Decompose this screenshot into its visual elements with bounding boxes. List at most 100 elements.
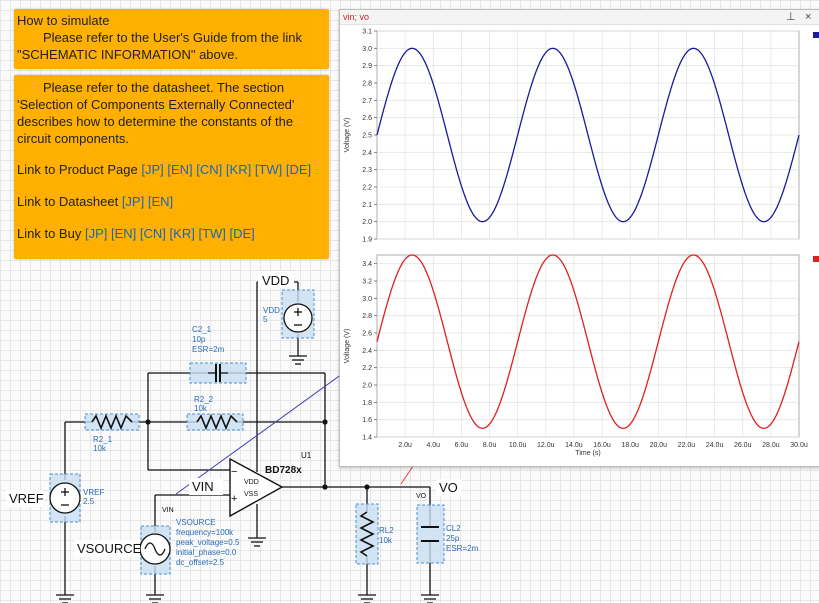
waveform-window[interactable]: vin; vo ⊥ × 1.9 2.0 2.1 2.2 2.3 2.4 2.5 2.6 2.7 2…: [339, 9, 819, 467]
ground-icon: [56, 594, 74, 603]
product-link[interactable]: [CN]: [196, 162, 223, 177]
vo-net-label[interactable]: VO: [439, 480, 458, 495]
x-tick-label: 8.0u: [483, 442, 497, 449]
y-tick-label: 2.0: [362, 219, 372, 226]
vdd-net-label-bg: [258, 271, 294, 288]
x-tick-label: 20.0u: [650, 442, 668, 449]
vsource-param: initial_phase=0.0: [176, 548, 237, 557]
u1-plus-sign: +: [231, 493, 237, 505]
plot-area[interactable]: [376, 254, 800, 438]
vsource-net-label-bg: [74, 540, 140, 557]
buy-link[interactable]: [TW]: [198, 226, 226, 241]
vsource-param: frequency=100k: [176, 528, 234, 537]
y-tick-label: 2.1: [362, 202, 372, 209]
product-link[interactable]: [EN]: [167, 162, 193, 177]
c2-box[interactable]: [189, 362, 247, 384]
note-body: Please refer to the User's Guide from th…: [17, 30, 302, 62]
junction-dot: [322, 419, 328, 425]
buy-link[interactable]: [EN]: [110, 226, 137, 241]
ground-icon: [248, 537, 266, 547]
x-tick-label: 18.0u: [621, 442, 639, 449]
x-tick-label: 16.0u: [593, 442, 611, 449]
product-label: Link to Product Page: [17, 162, 138, 177]
waveform-window-title: vin; vo: [343, 12, 370, 22]
buy-link[interactable]: [JP]: [84, 226, 108, 241]
buy-label: Link to Buy: [17, 226, 82, 241]
buy-links-row: Link to Buy [JP] [EN] [CN] [KR] [TW] [DE…: [17, 225, 329, 242]
u1-part: BD728x: [265, 465, 302, 476]
ground-icon: [146, 594, 164, 603]
y-tick-label: 3.0: [362, 46, 372, 53]
vref-source-value: 2.5: [83, 497, 95, 506]
vo-net-name: VO: [416, 493, 427, 500]
y-tick-label: 2.4: [362, 150, 372, 157]
x-tick-label: 30.0u: [790, 442, 808, 449]
note-how-to-simulate[interactable]: How to simulate Please refer to the User…: [14, 9, 329, 69]
product-link[interactable]: [TW]: [254, 162, 283, 177]
ground-icon: [358, 594, 376, 603]
vin-net-label[interactable]: VIN: [192, 479, 214, 494]
product-link[interactable]: [JP]: [141, 162, 164, 177]
buy-link[interactable]: [DE]: [229, 226, 255, 241]
datasheet-link[interactable]: [JP]: [121, 194, 145, 209]
x-tick-label: 4.0u: [426, 442, 440, 449]
vdd-net-label[interactable]: VDD: [262, 273, 289, 288]
datasheet-links: [JP] [EN]: [122, 194, 173, 209]
c2-esr: ESR=2m: [192, 345, 225, 354]
buy-link[interactable]: [CN]: [139, 226, 166, 241]
buy-link[interactable]: [KR]: [169, 226, 195, 241]
y-tick-label: 3.2: [362, 279, 372, 286]
sine-wave-icon: [144, 542, 166, 556]
y-tick-label: 3.4: [362, 261, 372, 268]
x-tick-label: 10.0u: [509, 442, 527, 449]
r2-2-value: 10k: [194, 404, 208, 413]
product-link[interactable]: [KR]: [225, 162, 252, 177]
cl2-esr: ESR=2m: [446, 544, 479, 553]
vdd-source-icon[interactable]: [283, 303, 313, 333]
vsource-net-label[interactable]: VSOURCE: [77, 541, 142, 556]
series-line[interactable]: [376, 254, 800, 429]
y-tick-label: 2.2: [362, 365, 372, 372]
r2-2-resistor-icon[interactable]: [196, 413, 238, 431]
c2-name: C2_1: [192, 325, 212, 334]
vdd-source-name: VDD: [263, 306, 280, 315]
waveform-window-header[interactable]: vin; vo ⊥ ×: [340, 10, 819, 25]
waveform-plots[interactable]: 1.9 2.0 2.1 2.2 2.3 2.4 2.5 2.6 2.7 2.8 2.9 3.0 3.1 V…: [340, 26, 819, 466]
y-tick-label: 2.7: [362, 98, 372, 105]
r2-1-value: 10k: [93, 444, 107, 453]
vin-net-label-bg: [189, 478, 223, 495]
u1-pin-vss: VSS: [244, 491, 258, 498]
r2-1-resistor-icon[interactable]: [91, 413, 133, 431]
probe-line-vin: [175, 373, 343, 495]
rl2-box[interactable]: [355, 503, 379, 565]
r2-2-name: R2_2: [194, 395, 214, 404]
pin-icon[interactable]: ⊥: [786, 11, 796, 23]
y-tick-label: 3.1: [362, 29, 372, 36]
u1-pin-vdd: VDD: [244, 479, 259, 486]
y-tick-label: 1.4: [362, 435, 372, 442]
y-tick-label: 1.8: [362, 400, 372, 407]
y-tick-label: 2.2: [362, 185, 372, 192]
vin-net-name: VIN: [162, 507, 174, 514]
x-tick-label: 6.0u: [455, 442, 469, 449]
cl2-box[interactable]: [416, 504, 445, 564]
x-tick-label: 24.0u: [706, 442, 724, 449]
y-tick-label: 2.5: [362, 133, 372, 140]
opamp-u1-icon[interactable]: [229, 457, 284, 518]
vref-net-label[interactable]: VREF: [9, 491, 44, 506]
series-line[interactable]: [376, 47, 800, 223]
vsource-param: peak_voltage=0.5: [176, 538, 240, 547]
vdd-source-value: 5: [263, 315, 268, 324]
rl2-resistor-icon[interactable]: [359, 511, 375, 557]
close-icon[interactable]: ×: [805, 11, 812, 23]
product-link[interactable]: [DE]: [285, 162, 312, 177]
y-tick-label: 2.8: [362, 81, 372, 88]
datasheet-link[interactable]: [EN]: [147, 194, 174, 209]
y-tick-label: 2.9: [362, 63, 372, 70]
note-datasheet-info[interactable]: Please refer to the datasheet. The secti…: [14, 75, 329, 259]
y-tick-label: 1.6: [362, 417, 372, 424]
note-heading: How to simulate: [17, 13, 110, 28]
ground-icon: [421, 594, 439, 603]
vref-source-icon[interactable]: [49, 482, 81, 514]
